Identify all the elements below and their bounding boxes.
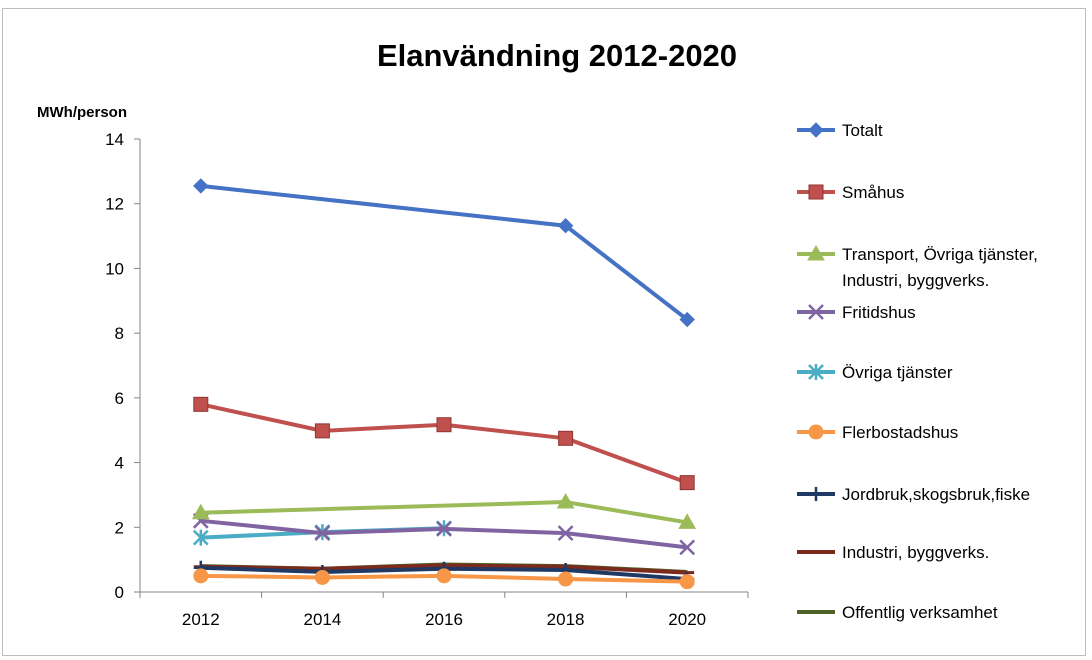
x-tick-label: 2016: [425, 610, 463, 629]
data-point: [436, 568, 452, 584]
data-point: [436, 521, 452, 537]
x-tick-label: 2014: [303, 610, 341, 629]
legend-label: Småhus: [842, 183, 904, 202]
legend-swatch-marker: [809, 487, 823, 501]
legend-item: Industri, byggverks.: [797, 543, 989, 562]
legend-label: Transport, Övriga tjänster, Industri, byg…: [842, 245, 1038, 290]
data-point: [314, 423, 330, 439]
legend-item: Totalt: [797, 121, 883, 140]
y-tick-label: 6: [115, 389, 124, 408]
legend-item: Övriga tjänster: [797, 363, 953, 382]
y-tick-label: 14: [105, 130, 124, 149]
legend-swatch-marker: [808, 364, 824, 380]
data-point: [679, 574, 695, 590]
series-0: [193, 178, 695, 328]
series-1: [193, 396, 695, 491]
series-5: [193, 568, 695, 590]
series-layer: [191, 178, 697, 590]
legend-item: Småhus: [797, 183, 904, 202]
data-point: [558, 430, 574, 446]
legend-item: Jordbruk,skogsbruk,fiske: [797, 485, 1030, 504]
data-point: [679, 539, 696, 556]
data-point: [556, 493, 575, 509]
legend-label: Jordbruk,skogsbruk,fiske: [842, 485, 1030, 504]
data-point: [678, 513, 697, 529]
series-line: [200, 402, 688, 485]
legend-item: Fritidshus: [797, 303, 916, 322]
data-point: [679, 311, 695, 328]
legend-swatch-marker: [808, 184, 824, 200]
chart-title: Elanvändning 2012-2020: [377, 38, 737, 73]
data-point: [314, 525, 331, 541]
data-point: [193, 396, 209, 412]
x-tick-label: 2012: [182, 610, 220, 629]
data-point: [193, 178, 209, 194]
y-axis-label: MWh/person: [37, 104, 127, 121]
data-point: [193, 568, 209, 584]
axes: 0 2 4 6 8 10 12 14 2012 2014 2016 2018 2020: [105, 130, 749, 629]
legend-label: Totalt: [842, 121, 883, 140]
legend-label: Flerbostadshus: [842, 423, 958, 442]
y-tick-label: 2: [115, 518, 124, 537]
legend-swatch-marker: [808, 122, 824, 138]
y-tick-label: 4: [115, 454, 124, 473]
legend-label: Övriga tjänster: [842, 363, 953, 382]
legend: Totalt Småhus Transport, Övriga tjänster, I…: [797, 121, 1038, 622]
chart-frame: [2, 8, 1086, 656]
y-tick-label: 12: [105, 195, 124, 214]
y-tick-label: 0: [115, 583, 124, 602]
legend-swatch-marker: [808, 304, 824, 320]
legend-label-line: Industri, byggverks.: [842, 271, 989, 290]
legend-item: Transport, Övriga tjänster, Industri, byg…: [797, 244, 1038, 290]
x-tick-label: 2020: [668, 610, 706, 629]
x-tick-label: 2018: [547, 610, 585, 629]
data-point: [557, 525, 574, 541]
legend-item: Flerbostadshus: [797, 423, 958, 442]
legend-label: Industri, byggverks.: [842, 543, 989, 562]
legend-label-line: Transport, Övriga tjänster,: [842, 245, 1038, 264]
data-point: [314, 569, 330, 585]
data-point: [558, 571, 574, 587]
series-line: [200, 500, 688, 525]
y-tick-label: 10: [105, 259, 124, 278]
legend-item: Offentlig verksamhet: [797, 603, 998, 622]
data-point: [191, 503, 210, 520]
legend-swatch-marker: [808, 424, 824, 440]
legend-label: Offentlig verksamhet: [842, 603, 998, 622]
data-point: [679, 475, 695, 491]
data-point: [192, 529, 209, 546]
data-point: [557, 218, 574, 234]
y-tick-label: 8: [115, 324, 124, 343]
legend-label: Fritidshus: [842, 303, 916, 322]
series-line: [200, 183, 689, 322]
data-point: [436, 417, 452, 433]
legend-swatch-marker: [807, 244, 825, 261]
series-2: [191, 493, 697, 529]
